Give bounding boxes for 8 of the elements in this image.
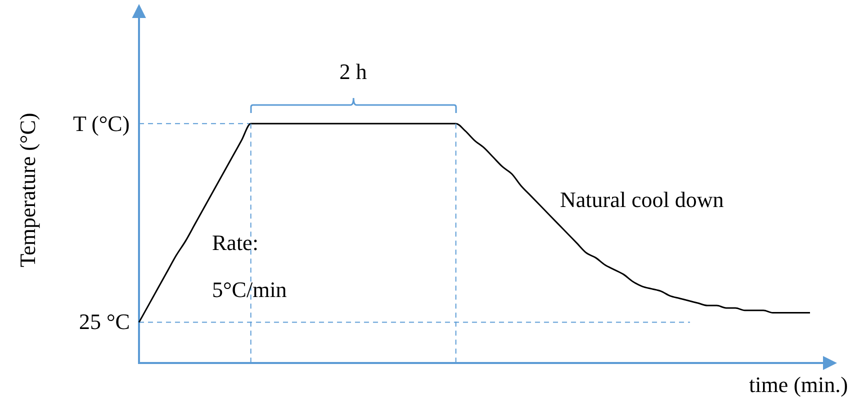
y-axis-title: Temperature (°C): [15, 112, 40, 268]
annotation: 5°C/min: [212, 277, 287, 302]
annotation: Rate:: [212, 230, 258, 255]
ref-line-label: T (°C): [73, 110, 130, 136]
ref-line-label: 25 °C: [79, 309, 130, 334]
annotation: Natural cool down: [560, 187, 724, 212]
text: 2 h: [339, 59, 367, 84]
x-axis-title: time (min.): [749, 372, 848, 397]
